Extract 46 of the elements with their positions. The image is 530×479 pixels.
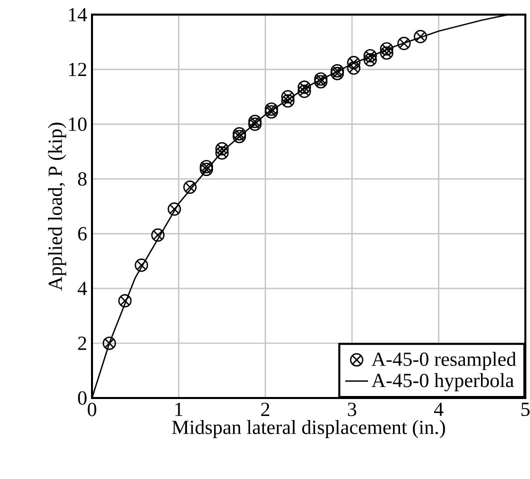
y-tick-label: 6 bbox=[78, 227, 87, 240]
point bbox=[248, 114, 262, 128]
point bbox=[134, 258, 148, 272]
x-tick-label: 2 bbox=[261, 402, 270, 416]
point bbox=[248, 118, 262, 131]
point bbox=[264, 102, 278, 116]
point bbox=[215, 142, 229, 156]
point bbox=[281, 94, 295, 108]
point bbox=[151, 228, 165, 242]
point bbox=[118, 294, 132, 308]
point bbox=[298, 80, 312, 94]
x-axis-title: Midspan lateral displacement (in.) bbox=[172, 420, 445, 438]
x-tick-label: 4 bbox=[434, 402, 444, 416]
x-tick-label: 3 bbox=[348, 402, 356, 416]
point bbox=[414, 30, 428, 44]
legend-label: A-45-0 hyperbola bbox=[372, 373, 514, 392]
point bbox=[200, 162, 214, 176]
point bbox=[264, 105, 278, 119]
x-tick-label: 5 bbox=[522, 402, 530, 416]
point bbox=[102, 336, 116, 350]
x-tick-label: 1 bbox=[175, 402, 182, 416]
y-tick-label: 4 bbox=[78, 282, 87, 296]
y-tick-label: 14 bbox=[69, 8, 87, 22]
y-tick-label: 8 bbox=[78, 172, 87, 186]
point bbox=[168, 202, 182, 216]
point bbox=[364, 53, 377, 67]
y-axis-title: Applied load, P (kip) bbox=[48, 122, 66, 291]
x-tick-label: 0 bbox=[88, 402, 96, 416]
point bbox=[380, 46, 394, 60]
point bbox=[215, 146, 229, 160]
y-tick-label: 10 bbox=[69, 117, 87, 131]
point bbox=[183, 180, 197, 194]
point bbox=[314, 72, 328, 86]
point bbox=[330, 64, 344, 78]
y-tick-label: 2 bbox=[78, 336, 86, 350]
point bbox=[397, 36, 411, 50]
y-tick-label: 12 bbox=[69, 62, 86, 76]
point bbox=[380, 42, 394, 56]
point bbox=[298, 84, 312, 98]
point bbox=[314, 75, 328, 88]
y-tick-label: 0 bbox=[78, 391, 87, 405]
point bbox=[330, 66, 344, 80]
point bbox=[232, 130, 246, 144]
point bbox=[232, 127, 246, 140]
point bbox=[200, 160, 214, 174]
legend-label: A-45-0 resampled bbox=[372, 352, 516, 370]
